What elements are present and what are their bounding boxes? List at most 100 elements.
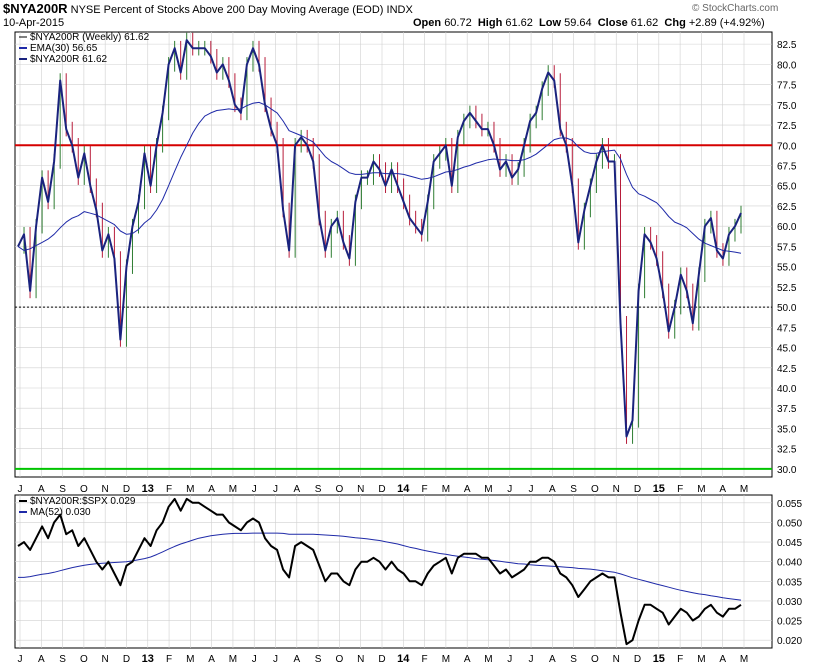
ratio-x-tick-label: O bbox=[591, 654, 599, 665]
ratio-x-tick-label: 13 bbox=[142, 653, 154, 665]
open-label: Open bbox=[413, 17, 442, 29]
main-x-tick-label: J bbox=[273, 484, 278, 495]
ratio-y-tick-label: 0.055 bbox=[777, 499, 802, 510]
main-x-tick-label: J bbox=[529, 484, 534, 495]
legend-label: $NYA200R 61.62 bbox=[30, 54, 108, 65]
ratio-x-tick-label: A bbox=[464, 654, 471, 665]
main-x-tick-label: 14 bbox=[397, 483, 410, 495]
ohlc-readout: Open 60.72 High 61.62 Low 59.64 Close 61… bbox=[413, 17, 765, 29]
main-y-tick-label: 82.5 bbox=[777, 40, 797, 51]
exchange: INDX bbox=[386, 4, 413, 16]
ratio-x-tick-label: D bbox=[634, 654, 641, 665]
ratio-x-tick-label: N bbox=[613, 654, 620, 665]
low-label: Low bbox=[539, 17, 562, 29]
main-y-tick-label: 30.0 bbox=[777, 465, 797, 476]
main-y-tick-label: 62.5 bbox=[777, 202, 797, 213]
ratio-x-tick-label: S bbox=[59, 654, 66, 665]
main-y-tick-label: 60.0 bbox=[777, 222, 797, 233]
main-y-tick-label: 80.0 bbox=[777, 60, 797, 71]
ratio-x-tick-label: O bbox=[336, 654, 344, 665]
main-x-tick-label: O bbox=[591, 484, 599, 495]
ratio-x-tick-label: M bbox=[229, 654, 237, 665]
ratio-y-tick-label: 0.045 bbox=[777, 538, 802, 549]
main-panel-frame bbox=[14, 31, 773, 478]
main-x-tick-label: O bbox=[336, 484, 344, 495]
ratio-panel: 0.055 0.050 0.045 0.040 0.035 0.030 0.025 0.020… bbox=[14, 494, 802, 665]
main-x-tick-label: N bbox=[357, 484, 364, 495]
ratio-x-tick-label: O bbox=[80, 654, 88, 665]
main-y-tick-label: 67.5 bbox=[777, 162, 797, 173]
close-value: 61.62 bbox=[630, 17, 659, 29]
legend-label: $NYA200R:$SPX 0.029 bbox=[30, 496, 136, 507]
ratio-x-tick-label: A bbox=[38, 654, 45, 665]
main-y-tick-label: 47.5 bbox=[777, 323, 797, 334]
symbol: $NYA200R bbox=[3, 1, 68, 16]
main-y-tick-label: 37.5 bbox=[777, 404, 797, 415]
ratio-x-tick-label: J bbox=[252, 654, 257, 665]
open-value: 60.72 bbox=[444, 17, 472, 29]
main-y-tick-label: 77.5 bbox=[777, 81, 797, 92]
ratio-x-tick-label: N bbox=[357, 654, 364, 665]
main-x-tick-label: J bbox=[18, 484, 23, 495]
main-y-tick-label: 35.0 bbox=[777, 424, 797, 435]
ratio-x-tick-label: A bbox=[549, 654, 556, 665]
main-x-tick-label: F bbox=[677, 484, 683, 495]
ratio-x-tick-label: M bbox=[484, 654, 492, 665]
main-x-tick-label: F bbox=[166, 484, 172, 495]
main-x-tick-label: J bbox=[252, 484, 257, 495]
chart-date: 10-Apr-2015 bbox=[3, 17, 65, 29]
ratio-x-tick-label: S bbox=[570, 654, 577, 665]
main-y-tick-label: 75.0 bbox=[777, 101, 797, 112]
main-x-tick-label: M bbox=[740, 484, 748, 495]
main-y-tick-label: 72.5 bbox=[777, 121, 797, 132]
ratio-x-tick-label: J bbox=[507, 654, 512, 665]
ratio-y-tick-label: 0.040 bbox=[777, 558, 802, 569]
high-value: 61.62 bbox=[505, 17, 533, 29]
ema30-line bbox=[17, 101, 742, 254]
ratio-x-tick-label: A bbox=[719, 654, 726, 665]
main-x-tick-label: D bbox=[378, 484, 385, 495]
main-x-tick-label: M bbox=[484, 484, 492, 495]
main-x-tick-label: S bbox=[570, 484, 577, 495]
main-y-tick-label: 50.0 bbox=[777, 303, 797, 314]
main-y-tick-label: 40.0 bbox=[777, 384, 797, 395]
chg-value: +2.89 (+4.92%) bbox=[688, 17, 765, 29]
main-x-tick-label: A bbox=[293, 484, 300, 495]
ratio-x-tick-label: F bbox=[422, 654, 428, 665]
main-x-tick-label: A bbox=[549, 484, 556, 495]
main-y-tick-label: 65.0 bbox=[777, 182, 797, 193]
close-label: Close bbox=[597, 17, 628, 29]
ratio-y-tick-label: 0.025 bbox=[777, 617, 802, 628]
main-x-tick-label: D bbox=[634, 484, 641, 495]
ratio-x-tick-label: A bbox=[293, 654, 300, 665]
ratio-x-tick-label: J bbox=[273, 654, 278, 665]
legend-label: EMA(30) 56.65 bbox=[30, 43, 98, 54]
main-x-tick-label: N bbox=[613, 484, 620, 495]
main-x-tick-label: M bbox=[697, 484, 705, 495]
description: NYSE Percent of Stocks Above 200 Day Mov… bbox=[70, 4, 384, 16]
high-label: High bbox=[477, 17, 503, 29]
ratio-y-tick-label: 0.050 bbox=[777, 518, 802, 529]
ratio-y-tick-label: 0.035 bbox=[777, 577, 802, 588]
ratio-x-tick-label: M bbox=[697, 654, 705, 665]
ratio-y-tick-label: 0.030 bbox=[777, 597, 802, 608]
ratio-y-tick-label: 0.020 bbox=[777, 636, 802, 647]
ratio-x-tick-label: D bbox=[378, 654, 385, 665]
main-y-tick-label: 45.0 bbox=[777, 344, 797, 355]
main-x-tick-label: M bbox=[442, 484, 450, 495]
main-y-tick-label: 42.5 bbox=[777, 364, 797, 375]
main-x-tick-label: A bbox=[38, 484, 45, 495]
ratio-x-tick-label: 15 bbox=[653, 653, 665, 665]
main-y-tick-label: 52.5 bbox=[777, 283, 797, 294]
main-y-tick-label: 55.0 bbox=[777, 263, 797, 274]
main-y-tick-label: 32.5 bbox=[777, 445, 797, 456]
low-value: 59.64 bbox=[564, 17, 592, 29]
main-x-tick-label: O bbox=[80, 484, 88, 495]
legend-label: MA(52) 0.030 bbox=[30, 507, 91, 518]
ratio-x-tick-label: D bbox=[123, 654, 130, 665]
main-x-tick-label: F bbox=[422, 484, 428, 495]
main-x-tick-label: A bbox=[208, 484, 215, 495]
